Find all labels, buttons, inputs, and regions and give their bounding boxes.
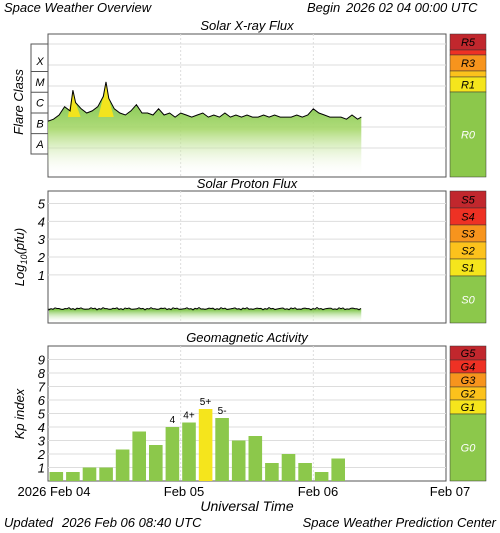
proton-flux-line	[48, 306, 362, 311]
time-axis-tick: Feb 06	[298, 484, 338, 499]
kp-bar	[248, 436, 263, 481]
time-axis-tick: Feb 07	[430, 484, 470, 499]
proton-y-tick: 3	[38, 232, 46, 247]
s-scale-label: S3	[461, 229, 475, 241]
proton-title: Solar Proton Flux	[196, 176, 298, 191]
r-scale-band	[449, 49, 487, 56]
begin-label: Begin	[307, 0, 341, 15]
xray-flux-fill	[48, 81, 362, 177]
proton-y-tick: 2	[37, 250, 46, 265]
r-scale-band	[449, 70, 487, 78]
geomag-ylabel: Kp index	[12, 388, 27, 439]
xray-class-label: B	[36, 118, 43, 130]
g-scale-label: G3	[461, 375, 477, 387]
kp-bar	[165, 427, 180, 481]
geomag-y-tick: 6	[38, 393, 46, 408]
kp-bar	[132, 431, 146, 481]
xray-class-label: M	[35, 77, 45, 89]
proton-flux-series	[48, 306, 362, 322]
geomag-y-tick: 5	[38, 407, 46, 422]
proton-s-scale: S5 S4 S3 S2 S1 S0	[449, 190, 487, 324]
geomag-y-tick: 3	[38, 434, 46, 449]
g-scale-label: G4	[461, 362, 476, 374]
xaxis-label: Universal Time	[200, 498, 293, 514]
kp-bar	[182, 422, 196, 481]
g-scale-band	[449, 413, 487, 482]
s-scale-label: S0	[461, 295, 475, 307]
geomag-y-tick: 9	[38, 353, 45, 368]
kp-bar	[231, 440, 246, 481]
xray-flux-line	[47, 81, 362, 122]
kp-bar-label: 5-	[218, 406, 227, 417]
g-scale-label: G2	[461, 389, 476, 401]
geomag-y-tick: 7	[38, 380, 46, 395]
kp-bar	[49, 472, 64, 481]
kp-bar	[331, 458, 345, 481]
r-scale-label: R3	[461, 58, 476, 70]
r-scale-label: R1	[461, 80, 475, 92]
kp-bar	[215, 418, 229, 481]
s-scale-label: S5	[461, 195, 475, 207]
kp-bar	[149, 445, 163, 481]
proton-y-tick: 1	[38, 268, 45, 283]
begin-date: 2026 02 04 00:00 UTC	[346, 0, 478, 15]
xray-flare-highlight	[70, 102, 81, 117]
xray-class-label: C	[36, 98, 44, 110]
r-scale-label: R5	[461, 37, 476, 49]
kp-bar	[314, 472, 329, 481]
kp-bar	[66, 472, 80, 481]
proton-y-tick: 4	[38, 214, 45, 229]
time-axis-ticks: 2026 Feb 04 Feb 05 Feb 06 Feb 07	[17, 484, 470, 499]
geomag-y-tick: 1	[38, 461, 45, 476]
geomag-y-tick: 2	[37, 447, 46, 462]
s-scale-label: S1	[461, 263, 474, 275]
proton-y-tick: 5	[38, 196, 46, 211]
geomag-gridlines	[48, 346, 446, 481]
g-scale-label: G5	[461, 348, 477, 360]
kp-bar-label: 4+	[183, 411, 195, 422]
updated-label: Updated	[4, 515, 54, 530]
app-title: Space Weather Overview	[4, 0, 152, 15]
g-scale-label: G0	[461, 443, 477, 455]
prediction-center: Space Weather Prediction Center	[303, 515, 497, 530]
proton-gridlines	[48, 191, 446, 323]
time-axis-tick: 2026 Feb 04	[17, 484, 90, 499]
kp-bar-label: 5+	[200, 397, 212, 408]
g-scale-label: G1	[461, 402, 476, 414]
kp-bar	[115, 449, 130, 481]
xray-class-label: X	[35, 56, 44, 68]
s-scale-label: S2	[461, 246, 474, 258]
r-scale-label: R0	[461, 130, 476, 142]
xray-title: Solar X-ray Flux	[200, 18, 294, 33]
kp-bar	[99, 467, 113, 481]
kp-bar	[82, 467, 97, 481]
time-axis-tick: Feb 05	[164, 484, 204, 499]
proton-y-ticks: 1 2 3 4 5	[37, 196, 46, 282]
xray-class-label: A	[35, 139, 43, 151]
xray-flare-highlight	[103, 98, 114, 117]
s-scale-label: S4	[461, 212, 474, 224]
kp-bar	[265, 463, 279, 481]
geomag-y-tick: 8	[38, 366, 46, 381]
r-scale-band	[449, 91, 487, 178]
xray-ylabel: Flare Class	[11, 69, 26, 135]
xray-r-scale: R5 R3 R1 R0	[449, 33, 487, 178]
geomag-title: Geomagnetic Activity	[186, 330, 308, 345]
kp-bar	[281, 454, 296, 481]
updated-date: 2026 Feb 06 08:40 UTC	[61, 515, 202, 530]
kp-bar-label: 4	[170, 415, 176, 426]
kp-bar	[298, 463, 312, 481]
s-scale-band	[449, 275, 487, 324]
kp-bars: 4 4+ 5+ 5-	[49, 397, 345, 481]
kp-bar	[198, 409, 213, 481]
geomag-y-tick: 4	[38, 420, 45, 435]
proton-flux-fill	[49, 308, 362, 322]
proton-ylabel: Log10(pfu)	[12, 228, 29, 286]
xray-flux-series	[47, 81, 362, 177]
